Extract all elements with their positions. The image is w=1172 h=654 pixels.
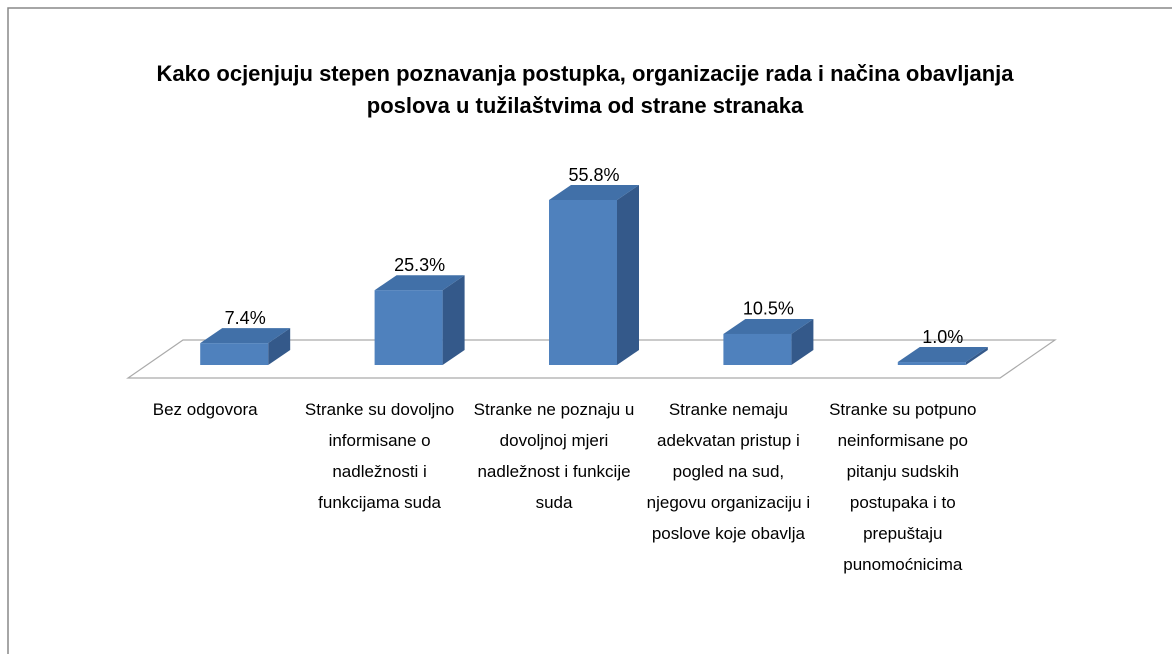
bar-front bbox=[897, 362, 966, 365]
bar bbox=[897, 347, 988, 365]
bar bbox=[200, 328, 291, 365]
bar-side bbox=[442, 275, 465, 365]
x-tick-label: Stranke ne poznaju u dovoljnoj mjeri nad… bbox=[473, 400, 635, 512]
bar-top bbox=[549, 185, 639, 200]
x-tick-label: Bez odgovora bbox=[152, 400, 258, 419]
bar bbox=[549, 185, 639, 365]
bar-front bbox=[723, 333, 792, 365]
bar-side bbox=[268, 328, 291, 365]
value-label: 55.8% bbox=[568, 165, 619, 185]
bar-top bbox=[723, 318, 814, 334]
bar-top bbox=[374, 275, 465, 291]
bar-top bbox=[200, 328, 291, 344]
value-label: 1.0% bbox=[922, 327, 963, 347]
chart-title: Kako ocjenjuju stepen poznavanja postupk… bbox=[156, 61, 1014, 118]
x-tick-label: Stranke su dovoljno informisane o nadlež… bbox=[304, 400, 455, 512]
bar-side bbox=[965, 347, 988, 365]
bar-top bbox=[897, 347, 988, 363]
x-tick-label: Stranke su potpuno neinformisane po pita… bbox=[829, 400, 977, 574]
bar-front bbox=[549, 200, 617, 365]
x-tick-box: Stranke su potpuno neinformisane po pita… bbox=[829, 400, 977, 574]
bar-front bbox=[374, 290, 443, 365]
bar bbox=[374, 275, 465, 365]
value-label: 25.3% bbox=[394, 255, 445, 275]
value-label: 10.5% bbox=[743, 299, 794, 319]
bar-side bbox=[617, 185, 639, 365]
x-tick-box: Stranke ne poznaju u dovoljnoj mjeri nad… bbox=[473, 400, 635, 512]
bar bbox=[723, 318, 814, 365]
bar-front bbox=[200, 343, 269, 365]
title-box: Kako ocjenjuju stepen poznavanja postupk… bbox=[156, 61, 1014, 118]
x-tick-label: Stranke nemaju adekvatan pristup i pogle… bbox=[646, 400, 811, 543]
x-tick-box: Stranke su dovoljno informisane o nadlež… bbox=[304, 400, 455, 512]
x-tick-box: Bez odgovora bbox=[152, 400, 258, 419]
x-tick-box: Stranke nemaju adekvatan pristup i pogle… bbox=[646, 400, 811, 543]
frame bbox=[7, 7, 1172, 654]
bar-side bbox=[791, 318, 814, 365]
value-label: 7.4% bbox=[225, 308, 266, 328]
